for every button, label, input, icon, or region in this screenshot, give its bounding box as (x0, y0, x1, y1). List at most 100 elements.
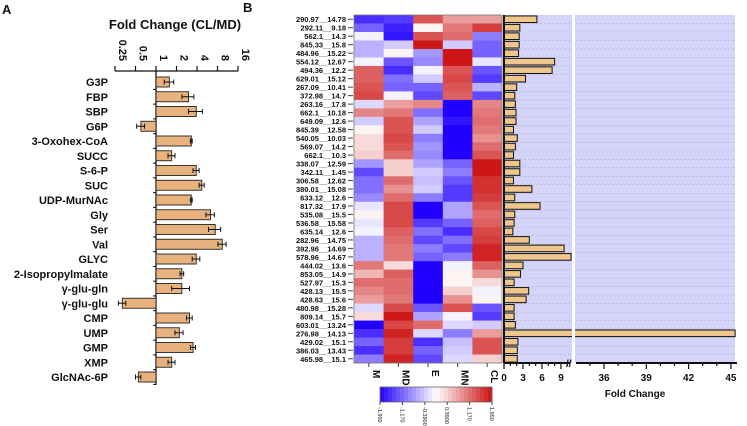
heatmap-cell (354, 346, 384, 355)
row-label: 633.12__12.6 (300, 193, 346, 202)
row-label: 428.13__15.5 (300, 287, 346, 296)
colorbar-tick-label: 0.3900 (443, 407, 449, 424)
heatmap-cell (442, 176, 473, 186)
heatmap-cell (354, 252, 384, 262)
heatmap-cell (472, 244, 503, 254)
row-label: 380.01__15.08 (296, 185, 346, 194)
panel-label-a: A (2, 2, 12, 17)
heatmap-cell (413, 116, 444, 126)
heatmap-cell (442, 346, 473, 355)
heatmap-cell (383, 286, 414, 296)
heatmap-cell (383, 133, 414, 143)
colorbar-tick-label: 1.170 (466, 407, 472, 421)
heatmap-cell (442, 23, 473, 33)
x-tick-label: 3 (520, 373, 526, 384)
x-tick-label: 0.25 (116, 40, 128, 61)
heatmap-cell (442, 31, 473, 41)
heatmap-cell (442, 261, 473, 271)
row-label: 578.96__14.67 (296, 253, 346, 262)
heatmap-cell (413, 320, 444, 330)
heatmap-cell (472, 269, 503, 279)
heatmap-cell (413, 74, 444, 84)
colorbar-segment (436, 387, 441, 402)
heatmap-cell (442, 320, 473, 330)
heatmap-cell (354, 65, 384, 75)
heatmap-cell (383, 31, 414, 41)
heatmap-cell (442, 108, 473, 118)
panel-a-bar-chart: 0.25 0.5 1 2 4 8 16 G3P FBP SBP G6P 3-Oxohex-CoA SUC… (14, 40, 251, 385)
row-label: 282.96__14.75 (296, 236, 346, 245)
panel-b-xlabel: Fold Change (605, 389, 666, 400)
category-label: CMP (84, 313, 108, 325)
bar (155, 268, 183, 280)
row-label: 809.14__15.7 (300, 312, 346, 321)
bar (155, 224, 216, 235)
bar (503, 337, 519, 346)
heatmap-cell (354, 295, 384, 304)
x-tick-label: 0.5 (137, 46, 149, 61)
heatmap-cell (472, 31, 503, 41)
heatmap-cell (413, 286, 444, 296)
heatmap-cell (413, 48, 444, 58)
row-label: 306.58__12.62 (296, 177, 346, 186)
heatmap-cell (472, 91, 503, 101)
heatmap-cell (413, 40, 444, 50)
bar (503, 168, 521, 176)
panel-a-title: Fold Change (CL/MD) (109, 17, 241, 32)
heatmap-cell (442, 354, 473, 364)
heatmap-cell (383, 235, 414, 245)
heatmap-cell (383, 40, 414, 50)
heatmap-cell (413, 65, 444, 75)
bar (155, 179, 203, 191)
heatmap-cell (442, 201, 473, 211)
heatmap-cell (383, 244, 414, 254)
heatmap-cell (472, 337, 503, 347)
colorbar-tick-label: -0.3900 (421, 407, 427, 426)
heatmap-cell (413, 303, 444, 313)
heatmap-cell (383, 269, 414, 279)
colorbar-tick-label: -1.170 (398, 407, 404, 423)
heatmap-cell (472, 312, 503, 321)
bar (503, 117, 517, 125)
heatmap-cell (354, 278, 384, 288)
heatmap-cell (354, 116, 384, 126)
heatmap-cell (413, 201, 444, 211)
heatmap-cell (413, 235, 444, 245)
row-label: 603.01__13.24 (296, 321, 347, 330)
bar (503, 15, 538, 24)
heatmap-cell (354, 312, 384, 321)
colorbar-segment (484, 387, 489, 402)
row-label: 292.11__9.18 (301, 24, 346, 33)
heatmap-cell (383, 176, 414, 186)
heatmap-cell (413, 218, 444, 228)
colorbar-segment (464, 387, 469, 402)
row-label: 386.03__13.43 (296, 346, 346, 355)
axis-break-mark: // (566, 359, 572, 370)
heatmap-cell (413, 125, 444, 135)
heatmap-cell (413, 150, 444, 160)
heatmap-cell (354, 286, 384, 296)
heatmap-cell (413, 82, 444, 92)
heatmap-cell (383, 65, 414, 75)
heatmap-cell (442, 57, 473, 67)
heatmap-cell (413, 337, 444, 347)
heatmap-cell (354, 99, 384, 109)
colorbar-segment (476, 387, 481, 402)
heatmap-cell (354, 354, 384, 364)
heatmap-cell (472, 40, 503, 50)
heatmap-cell (383, 193, 414, 203)
row-label: 845.39__12.58 (296, 126, 346, 135)
bar (155, 238, 223, 250)
heatmap-cell (442, 227, 473, 237)
heatmap-cell (354, 57, 384, 67)
colorbar-segment (412, 387, 417, 402)
heatmap-cell (442, 82, 473, 92)
colorbar-segment (432, 387, 437, 402)
bar (503, 278, 515, 287)
heatmap-cell (472, 329, 503, 338)
panel-b-fold-change-bars: //0 3 6 9 36 39 42 45 (501, 15, 737, 384)
heatmap-cell (413, 159, 444, 169)
heatmap-cell (472, 227, 503, 237)
heatmap-cell (472, 125, 503, 135)
category-label: SBP (85, 107, 108, 119)
